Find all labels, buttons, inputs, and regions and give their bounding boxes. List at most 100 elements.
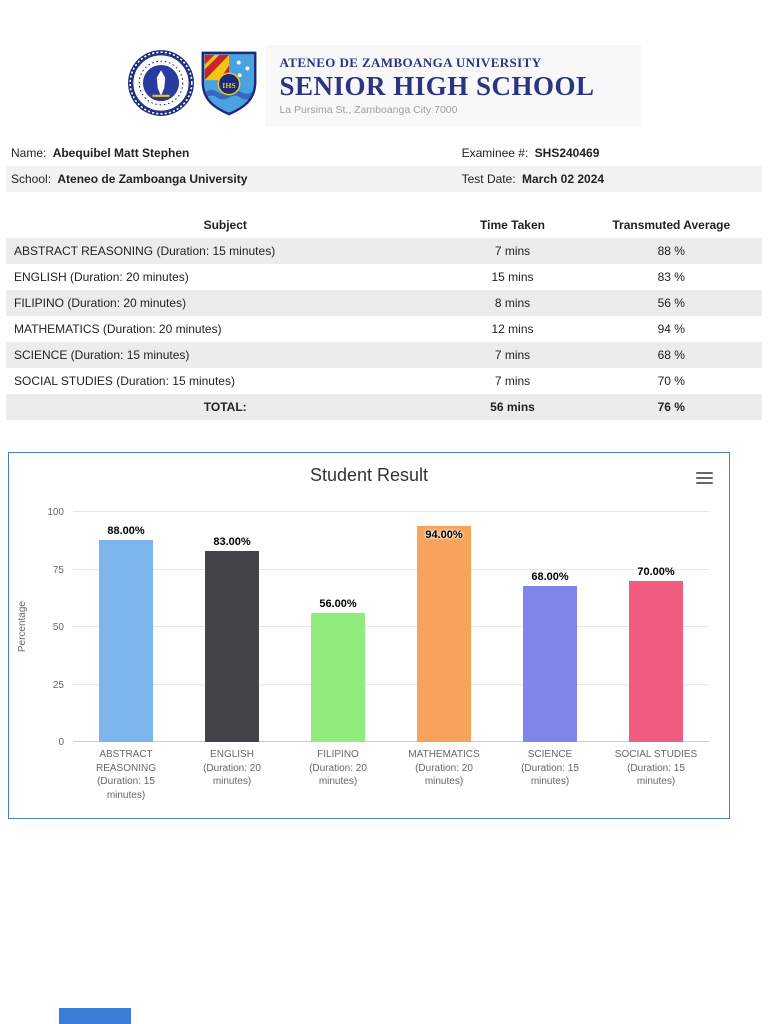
senior-high-crest-icon: IHS: [199, 49, 259, 122]
table-row: SOCIAL STUDIES (Duration: 15 minutes) 7 m…: [6, 368, 762, 394]
table-row: SCIENCE (Duration: 15 minutes) 7 mins 68 %: [6, 342, 762, 369]
total-row: TOTAL: 56 mins 76 %: [6, 394, 762, 421]
bar-column: 70.00%: [603, 512, 709, 743]
bar-3[interactable]: [311, 613, 365, 743]
school-address: La Pursima St., Zamboanga City 7000: [279, 104, 458, 117]
time-taken-cell: 7 mins: [494, 348, 531, 363]
bar-4[interactable]: [417, 525, 471, 743]
results-table-header: Subject Time Taken Transmuted Average: [6, 212, 762, 238]
crest-monogram: IHS: [223, 81, 236, 90]
bar-5[interactable]: [523, 585, 577, 743]
y-axis-tick-label: 75: [52, 564, 64, 576]
bar-data-label: 68.00%: [531, 570, 569, 583]
table-row: ABSTRACT REASONING (Duration: 15 minutes…: [6, 238, 762, 265]
subject-cell: MATHEMATICS (Duration: 20 minutes): [14, 322, 222, 337]
bar-6[interactable]: [629, 581, 683, 743]
gridline: [73, 568, 709, 570]
time-taken-cell: 15 mins: [491, 270, 534, 285]
column-header-subject: Subject: [203, 218, 247, 233]
name-cell: Name: Abequibel Matt Stephen: [6, 146, 462, 160]
subject-cell: SCIENCE (Duration: 15 minutes): [14, 348, 190, 363]
examinee-value: SHS240469: [534, 146, 600, 161]
y-axis-tick-label: 0: [58, 737, 64, 749]
y-axis-tick-label: 25: [52, 679, 64, 691]
y-axis-tick-label: 100: [47, 507, 64, 519]
bar-data-label: 70.00%: [637, 566, 675, 579]
transmuted-average-cell: 88 %: [657, 244, 685, 259]
subject-cell: FILIPINO (Duration: 20 minutes): [14, 296, 187, 311]
name-value: Abequibel Matt Stephen: [52, 146, 190, 161]
name-label: Name:: [11, 146, 47, 161]
bar-data-label: 83.00%: [213, 536, 251, 549]
gridline: [73, 683, 709, 685]
transmuted-average-cell: 83 %: [657, 270, 685, 285]
transmuted-average-cell: 94 %: [657, 322, 685, 337]
bar-column: 94.00%: [391, 512, 497, 743]
student-result-chart: Student Result Percentage 88.00% 83.00% 56…: [8, 452, 730, 820]
bar-data-label: 94.00%: [425, 528, 463, 541]
time-taken-cell: 8 mins: [494, 296, 531, 311]
report-header: IHS ATENEO DE ZAMBOANGA UNIVERSITY SENIO…: [0, 45, 768, 127]
subject-cell: ENGLISH (Duration: 20 minutes): [14, 270, 189, 285]
bar-1[interactable]: [99, 539, 153, 743]
test-date-label: Test Date:: [461, 172, 516, 187]
chart-title: Student Result: [309, 465, 429, 486]
results-table-body: ABSTRACT REASONING (Duration: 15 minutes…: [6, 238, 762, 394]
transmuted-average-cell: 68 %: [657, 348, 685, 363]
y-axis-title: Percentage: [17, 601, 28, 653]
test-date-value: March 02 2024: [521, 172, 605, 187]
gridline: [73, 741, 709, 743]
bar-column: 83.00%: [179, 512, 285, 743]
school-value: Ateneo de Zamboanga University: [57, 172, 248, 187]
bar-2[interactable]: [205, 551, 259, 743]
x-axis-category-label: ENGLISH (Duration: 20 minutes): [203, 749, 261, 788]
x-axis-category-label: MATHEMATICS (Duration: 20 minutes): [408, 749, 480, 788]
table-row: MATHEMATICS (Duration: 20 minutes) 12 min…: [6, 316, 762, 342]
examinee-cell: Examinee #: SHS240469: [462, 146, 762, 160]
total-average: 76 %: [657, 400, 685, 415]
bar-data-label: 56.00%: [319, 598, 357, 611]
bar-data-label: 88.00%: [107, 524, 145, 537]
time-taken-cell: 7 mins: [494, 374, 531, 389]
subject-cell: ABSTRACT REASONING (Duration: 15 minutes…: [14, 244, 276, 259]
bar-column: 88.00%: [73, 512, 179, 743]
column-header-time-taken: Time Taken: [480, 218, 545, 233]
gridline: [73, 511, 709, 513]
gridline: [73, 626, 709, 628]
table-row: ENGLISH (Duration: 20 minutes) 15 mins 83 …: [6, 264, 762, 290]
university-seal-icon: [127, 49, 195, 122]
chart-plot-area: Percentage 88.00% 83.00% 56.00% 94.00% 68.00…: [17, 507, 709, 748]
total-time: 56 mins: [490, 400, 535, 415]
x-axis-category-label: ABSTRACT REASONING (Duration: 15 minutes…: [95, 749, 156, 801]
student-info: Name: Abequibel Matt Stephen Examinee #:…: [6, 140, 762, 193]
header-text-block: ATENEO DE ZAMBOANGA UNIVERSITY SENIOR HI…: [265, 45, 641, 127]
school-cell: School: Ateneo de Zamboanga University: [6, 172, 462, 186]
subject-cell: SOCIAL STUDIES (Duration: 15 minutes): [14, 374, 235, 389]
x-axis-category-label: SOCIAL STUDIES (Duration: 15 minutes): [614, 749, 698, 788]
bar-column: 56.00%: [285, 512, 391, 743]
time-taken-cell: 7 mins: [494, 244, 531, 259]
bar-column: 68.00%: [497, 512, 603, 743]
y-axis-tick-label: 50: [52, 622, 64, 634]
test-date-cell: Test Date: March 02 2024: [462, 172, 762, 186]
footer-blue-button[interactable]: [59, 1008, 131, 1024]
bars-container: 88.00% 83.00% 56.00% 94.00% 68.00% 70.00%: [73, 512, 709, 743]
school-label: School:: [11, 172, 52, 187]
examinee-label: Examinee #:: [461, 146, 529, 161]
transmuted-average-cell: 56 %: [657, 296, 685, 311]
total-label: TOTAL:: [203, 400, 247, 415]
table-row: FILIPINO (Duration: 20 minutes) 8 mins 56 …: [6, 290, 762, 317]
results-table: Subject Time Taken Transmuted Average AB…: [6, 212, 762, 421]
time-taken-cell: 12 mins: [491, 322, 534, 337]
x-axis-category-label: FILIPINO (Duration: 20 minutes): [309, 749, 367, 788]
info-row-name: Name: Abequibel Matt Stephen Examinee #:…: [6, 140, 762, 166]
school-name: SENIOR HIGH SCHOOL: [279, 71, 595, 101]
info-row-school: School: Ateneo de Zamboanga University T…: [6, 166, 762, 193]
x-axis-category-label: SCIENCE (Duration: 15 minutes): [521, 749, 579, 788]
hamburger-menu-icon[interactable]: [694, 467, 715, 489]
logo-group: IHS: [127, 49, 259, 122]
x-axis-category-labels: ABSTRACT REASONING (Duration: 15 minutes…: [73, 748, 709, 802]
results-table-footer: TOTAL: 56 mins 76 %: [6, 394, 762, 421]
university-name: ATENEO DE ZAMBOANGA UNIVERSITY: [279, 55, 542, 70]
